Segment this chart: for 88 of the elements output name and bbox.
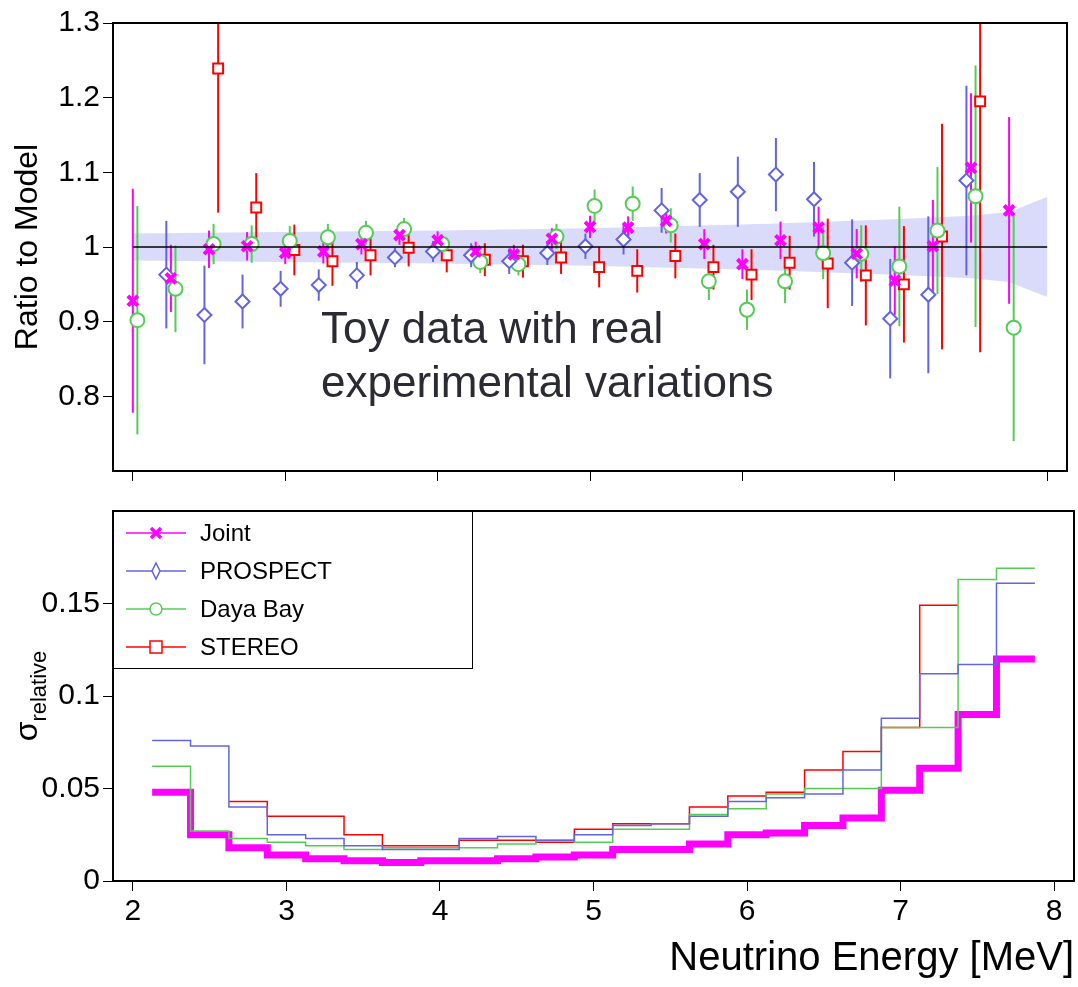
point: [593, 261, 606, 274]
point: [212, 62, 225, 75]
point: [544, 231, 559, 246]
point: [891, 258, 908, 275]
point: [811, 220, 826, 235]
point: [974, 95, 987, 108]
point: [859, 269, 872, 282]
point: [129, 312, 146, 329]
point: [196, 306, 213, 323]
point: [738, 301, 755, 318]
x-tick-label: 5: [585, 893, 602, 927]
point: [783, 256, 796, 269]
x-tick-label: 7: [892, 893, 909, 927]
point: [615, 231, 632, 248]
point: [653, 202, 670, 219]
point: [729, 183, 746, 200]
point: [163, 271, 178, 286]
point: [815, 244, 832, 261]
point: [806, 191, 823, 208]
point: [631, 264, 644, 277]
y-tick-label: 0.05: [41, 769, 100, 803]
y-tick-label: 1.2: [58, 78, 100, 112]
point: [348, 267, 365, 284]
point: [234, 293, 251, 310]
point: [624, 195, 641, 212]
point: [669, 250, 682, 262]
point: [691, 191, 708, 208]
point: [167, 280, 184, 297]
point: [958, 172, 975, 189]
point: [440, 249, 453, 262]
point: [506, 247, 521, 262]
point: [310, 277, 327, 294]
point: [745, 268, 758, 281]
y-tick-label: 1: [83, 228, 100, 262]
x-tick-label: 4: [431, 893, 449, 927]
y-tick-label: 0.8: [58, 377, 100, 411]
point: [882, 310, 899, 327]
point: [887, 273, 902, 288]
point: [929, 222, 946, 239]
point: [586, 197, 603, 214]
point: [555, 251, 567, 264]
y-tick-label: 0: [83, 862, 100, 896]
x-tick-label: 6: [738, 893, 756, 927]
point: [707, 261, 720, 274]
point: [364, 249, 377, 262]
legend-label: STEREO: [200, 633, 299, 661]
point: [849, 246, 864, 261]
annotation: Toy data with real experimental variations: [320, 301, 775, 408]
point: [250, 201, 263, 214]
point: [583, 219, 597, 234]
legend-label: Daya Bay: [200, 595, 305, 623]
x-tick-label: 3: [278, 893, 295, 927]
y-axis-title: σrelative: [7, 650, 52, 742]
x-tick-label: 2: [124, 893, 142, 927]
point: [272, 280, 289, 297]
point: [278, 246, 293, 260]
point: [125, 293, 140, 308]
point: [357, 224, 374, 241]
y-tick-label: 0.1: [58, 677, 100, 711]
point: [1005, 319, 1022, 336]
point: [964, 160, 978, 175]
point: [735, 257, 750, 272]
y-tick-label: 1.1: [58, 153, 100, 187]
point: [386, 249, 403, 266]
point: [326, 255, 339, 268]
point: [920, 286, 937, 303]
y-axis-title: Ratio to Model: [7, 143, 44, 351]
point: [967, 188, 984, 205]
point: [700, 273, 717, 290]
x-axis-title: Neutrino Energy [MeV]: [669, 934, 1074, 979]
point: [621, 220, 636, 235]
point: [773, 233, 788, 248]
point: [659, 213, 674, 228]
y-tick-label: 0.9: [58, 302, 100, 336]
point: [777, 273, 794, 290]
point: [392, 228, 407, 242]
point: [1002, 203, 1017, 218]
point: [767, 166, 784, 183]
point: [897, 278, 910, 291]
point: [844, 254, 861, 271]
point: [430, 233, 445, 248]
point: [319, 229, 336, 246]
x-tick-label: 8: [1045, 893, 1063, 927]
y-tick-label: 1.3: [58, 4, 100, 38]
legend-label: Joint: [200, 519, 251, 547]
point: [539, 244, 556, 261]
legend-label: PROSPECT: [200, 557, 333, 585]
y-tick-label: 0.15: [41, 584, 100, 618]
